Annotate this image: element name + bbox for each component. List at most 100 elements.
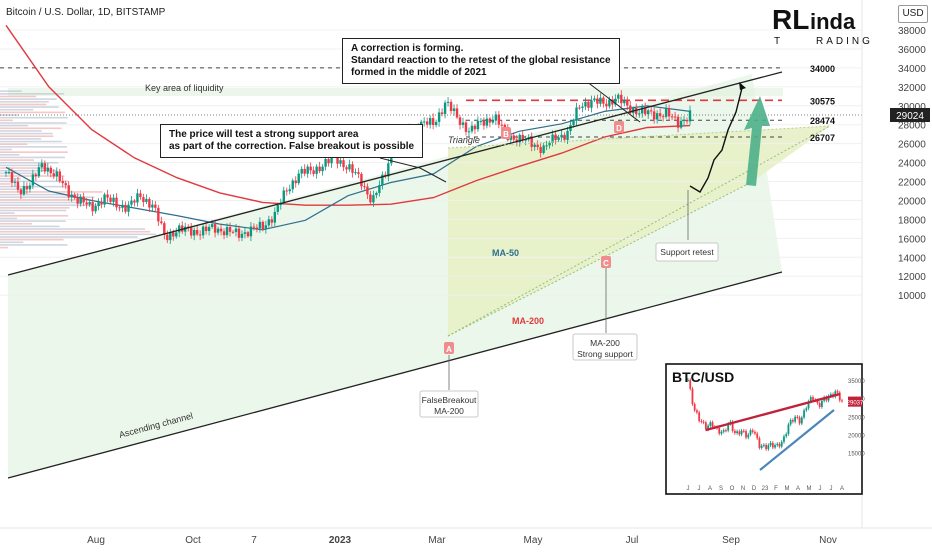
candle-body — [557, 137, 560, 141]
callout-support-line-2: as part of the correction. False breakou… — [169, 141, 415, 152]
candle-body — [163, 223, 166, 235]
candle-body — [225, 227, 229, 236]
ma200-label: MA-200 — [512, 316, 544, 326]
inset-resistance-line — [705, 392, 841, 432]
inset-price-text: 29037 — [847, 401, 864, 407]
candle-body — [70, 194, 73, 198]
y-tick-label: 22000 — [898, 178, 926, 189]
inset-candle-body — [841, 400, 843, 402]
false-breakout-label-box — [419, 390, 479, 418]
inset-candle-body — [707, 425, 709, 430]
currency-button[interactable]: USD — [898, 5, 928, 23]
volume-profile-bar — [0, 138, 42, 140]
y-tick-label: 32000 — [898, 83, 926, 94]
candle-body — [13, 181, 17, 183]
strong-support-label-text: MA-200 — [590, 338, 620, 348]
candle-body — [115, 197, 118, 208]
chart-title: Bitcoin / U.S. Dollar, 1D, BITSTAMP — [6, 7, 166, 18]
inset-candle-body — [718, 427, 721, 434]
candle-body — [467, 131, 471, 133]
inset-candle-body — [725, 430, 727, 432]
candle-body — [572, 120, 575, 126]
price-level-label: 28474 — [810, 116, 835, 126]
candle-body — [282, 190, 285, 204]
candle-body — [679, 120, 683, 128]
channel-lower-line — [7, 271, 783, 479]
candle-body — [228, 227, 232, 232]
candle-body — [381, 174, 384, 186]
candle-body — [667, 108, 671, 117]
inset-candle-body — [749, 430, 752, 435]
volume-profile-bar — [0, 100, 49, 103]
inset-x-tick: J — [687, 486, 690, 492]
inset-candle-body — [767, 445, 770, 450]
inset-title: BTC/USD — [672, 369, 734, 385]
inset-candle-body — [731, 421, 734, 431]
candle-body — [291, 180, 294, 190]
inset-candle-body — [816, 400, 819, 404]
price-level-label: 34000 — [810, 64, 835, 74]
candle-body — [261, 221, 265, 229]
candle-body — [94, 206, 97, 212]
candle-body — [587, 101, 590, 108]
inset-candle-body — [742, 430, 745, 432]
candle-body — [661, 116, 665, 118]
candle-body — [566, 130, 569, 140]
volume-profile-bar — [0, 132, 53, 135]
candle-body — [55, 171, 58, 177]
candle-body — [85, 202, 88, 205]
volume-profile-bar — [0, 204, 101, 206]
volume-profile-bar — [0, 225, 60, 228]
candle-body — [4, 172, 8, 174]
candle-body — [524, 139, 527, 141]
candle-body — [201, 226, 205, 236]
candle-body — [375, 192, 378, 196]
candle-body — [488, 118, 492, 123]
inset-y-tick: 20000 — [848, 433, 865, 439]
candle-body — [602, 97, 605, 104]
candle-body — [518, 134, 521, 143]
volume-profile-bar — [0, 207, 70, 209]
candle-body — [192, 230, 196, 236]
candle-body — [431, 118, 435, 126]
volume-profile-bar — [0, 164, 47, 167]
callout-correction-line-1: A correction is forming. — [351, 43, 464, 54]
candle-body — [685, 119, 689, 122]
candle-body — [452, 108, 456, 111]
projected-arrowhead — [739, 82, 746, 90]
volume-profile-bar — [0, 111, 66, 114]
candle-body — [64, 183, 67, 186]
up-arrow — [744, 96, 770, 186]
candle-body — [31, 174, 35, 186]
inset-candle-body — [760, 445, 763, 448]
candle-body — [676, 116, 680, 128]
candle-body — [154, 204, 157, 208]
candle-body — [590, 100, 593, 108]
marker-label: D — [616, 124, 622, 133]
candle-body — [19, 189, 23, 195]
candle-body — [629, 105, 632, 114]
candle-body — [324, 159, 327, 167]
x-tick-label: Nov — [819, 535, 837, 546]
candle-body — [189, 227, 193, 236]
x-tick-label: Sep — [722, 535, 740, 546]
candle-body — [387, 163, 390, 177]
channel-upper-line — [7, 71, 783, 276]
candle-body — [479, 120, 483, 122]
candle-body — [285, 190, 288, 192]
candle-body — [40, 163, 44, 168]
strong-support-label-text: Strong support — [577, 349, 633, 359]
candle-body — [315, 166, 318, 174]
inset-candle-body — [698, 412, 701, 421]
x-tick-label: Jul — [626, 535, 639, 546]
candle-body — [145, 198, 148, 203]
candle-body — [533, 144, 536, 147]
inset-candle-body — [687, 380, 689, 381]
inset-candle-body — [803, 410, 805, 418]
candle-body — [512, 135, 515, 140]
inset-candle-body — [727, 423, 730, 431]
candle-body — [476, 121, 480, 130]
candle-body — [494, 114, 498, 121]
candle-body — [198, 234, 202, 236]
candle-body — [530, 137, 533, 147]
